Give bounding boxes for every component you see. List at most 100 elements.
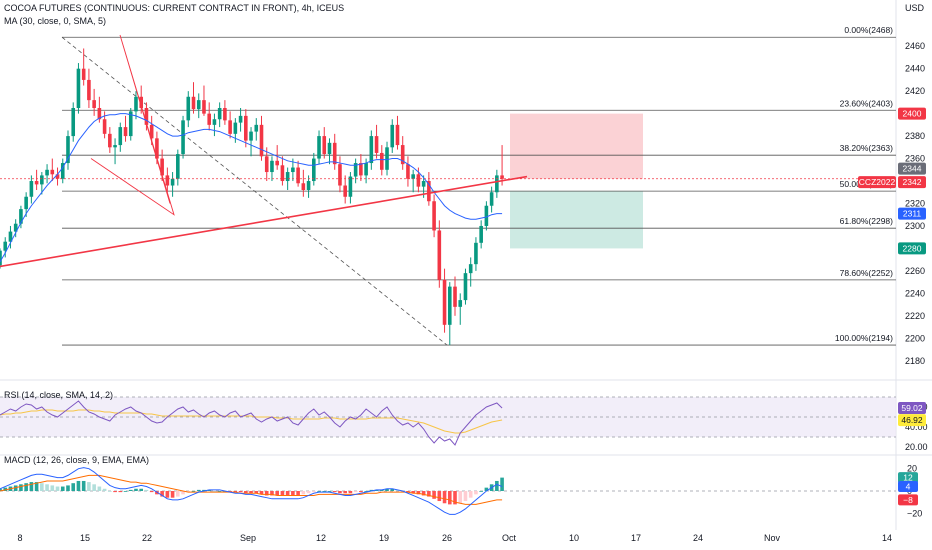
candle-body: [149, 124, 154, 139]
macd-histogram-bar: [479, 491, 483, 492]
macd-histogram-bar: [275, 491, 279, 496]
macd-histogram-bar: [327, 491, 332, 492]
macd-histogram-bar: [332, 491, 337, 493]
candle-body: [144, 108, 149, 125]
candle-body: [13, 223, 18, 232]
rsi-tag: [898, 401, 926, 414]
candle-body: [212, 119, 217, 125]
macd-histogram-bar: [144, 489, 149, 491]
candle-body: [411, 174, 415, 179]
candle-body: [489, 192, 494, 206]
price-tag: [898, 242, 926, 255]
candle-body: [191, 96, 196, 110]
macd-histogram-bar: [468, 491, 473, 498]
candle-body: [0, 250, 2, 266]
macd-histogram-bar: [92, 484, 96, 491]
candle-body: [217, 108, 222, 120]
candle-body: [427, 181, 431, 202]
macd-histogram-bar: [34, 482, 39, 491]
candle-body: [416, 174, 421, 187]
candle-body: [34, 181, 39, 185]
candle-body: [71, 108, 76, 137]
macd-tag-text: 12: [903, 473, 913, 483]
candle-body: [312, 158, 316, 182]
candle-body: [176, 154, 180, 179]
candle-body: [364, 163, 368, 176]
time-tick-label: 17: [631, 533, 641, 543]
macd-tick-label: 20: [907, 464, 917, 474]
macd-histogram-bar: [343, 491, 347, 494]
candle-body: [322, 136, 327, 155]
candle-body: [379, 152, 384, 170]
time-tick-label: 8: [17, 533, 22, 543]
macd-histogram-bar: [71, 483, 76, 491]
candle-body: [332, 142, 337, 165]
candle-body: [453, 286, 457, 307]
rsi-tick-label: 40.00: [905, 422, 928, 432]
macd-histogram-bar: [66, 485, 70, 491]
candle-body: [400, 145, 405, 165]
macd-label: MACD (12, 26, close, 9, EMA, EMA): [4, 455, 150, 465]
candle-body: [181, 120, 185, 155]
candle-body: [165, 175, 170, 186]
candle-body: [301, 183, 306, 191]
macd-histogram-bar: [411, 491, 415, 494]
candle-body: [291, 167, 295, 173]
macd-histogram-bar: [102, 488, 107, 491]
macd-histogram-bar: [181, 491, 185, 495]
macd-histogram-bar: [176, 491, 180, 497]
candle-body: [118, 127, 123, 146]
candle-body: [139, 96, 144, 109]
macd-histogram-bar: [40, 483, 44, 491]
macd-histogram-bar: [108, 491, 112, 492]
macd-histogram-bar: [395, 489, 400, 491]
macd-histogram-bar: [374, 489, 379, 491]
macd-histogram-bar: [458, 491, 463, 504]
macd-histogram-bar: [474, 491, 478, 495]
fib-level-label: 61.80%(2298): [840, 216, 894, 226]
candle-body: [270, 160, 274, 173]
macd-histogram-bar: [60, 486, 65, 491]
macd-histogram-bar: [442, 491, 447, 504]
candle-body: [359, 163, 363, 176]
price-tag-text: 2400: [903, 109, 922, 119]
candle-body: [280, 165, 285, 182]
macd-histogram-bar: [453, 491, 457, 505]
candle-body: [249, 131, 253, 141]
time-tick-label: 24: [693, 533, 703, 543]
macd-tag-text: 4: [906, 482, 911, 492]
candle-body: [50, 169, 55, 175]
macd-histogram-bar: [390, 488, 395, 491]
macd-histogram-bar: [500, 477, 504, 491]
candle-body: [296, 167, 300, 184]
candle-body: [134, 96, 138, 112]
macd-tick-label: −20: [907, 508, 922, 518]
candle-body: [353, 163, 358, 177]
fib-level-label: 100.00%(2194): [835, 333, 893, 343]
candle-body: [128, 111, 133, 137]
candle-body: [285, 172, 290, 182]
macd-histogram-bar: [81, 480, 86, 491]
macd-histogram-bar: [379, 489, 384, 491]
price-tag-text: 2311: [903, 209, 922, 219]
price-tick-label: 2200: [905, 333, 925, 343]
fib-level-label: 0.00%(2468): [844, 25, 893, 35]
ma-line: [0, 113, 503, 263]
fib-level-label: 23.60%(2403): [840, 98, 894, 108]
take-profit-zone: [510, 191, 643, 249]
macd-histogram-bar: [0, 488, 2, 491]
symbol-tag-text: CCZ2022: [859, 177, 896, 187]
fib-level-label: 78.60%(2252): [840, 268, 894, 278]
macd-histogram-bar: [202, 489, 206, 491]
candle-body: [395, 124, 400, 146]
macd-histogram-bar: [353, 491, 358, 493]
price-tick-label: 2220: [905, 311, 925, 321]
candle-body: [254, 124, 259, 132]
candle-body: [228, 120, 232, 134]
stop-loss-zone: [510, 113, 643, 179]
candle-body: [102, 119, 107, 134]
candle-body: [40, 175, 44, 185]
macd-tag: [898, 481, 918, 493]
macd-histogram-bar: [19, 484, 23, 491]
